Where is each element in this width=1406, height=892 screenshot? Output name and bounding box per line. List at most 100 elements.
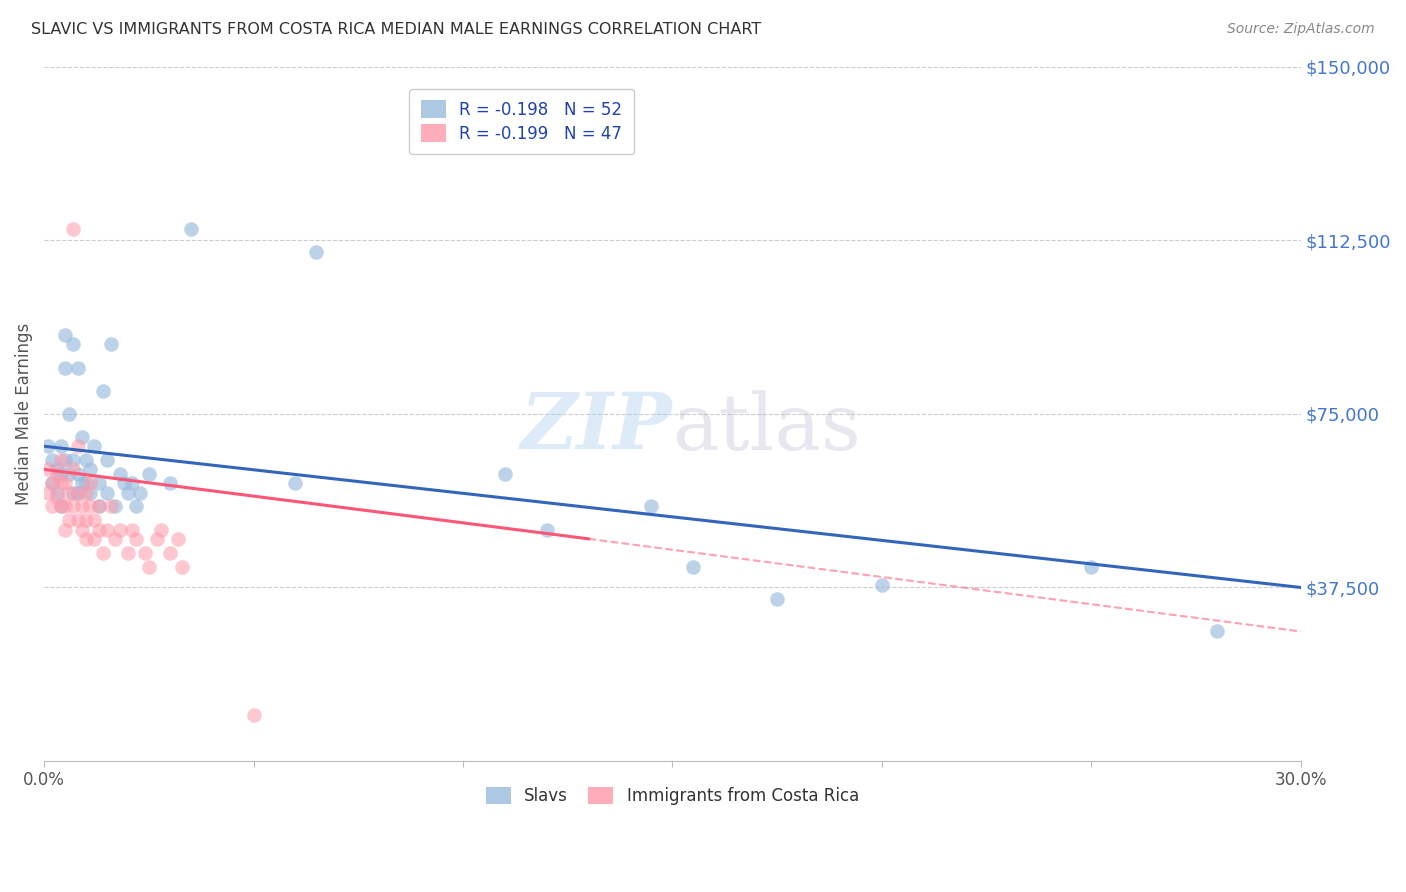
Point [62,485,84,500]
Legend: Slavs, Immigrants from Costa Rica: Slavs, Immigrants from Costa Rica [477,777,869,815]
Point [70,430,93,444]
Point [41,476,63,491]
Point [87,500,110,514]
Point [75,476,97,491]
Point [49,453,72,467]
Point [49,439,72,453]
Point [49,500,72,514]
Point [66,513,89,527]
Point [62,453,84,467]
Point [75,485,97,500]
Point [70,500,93,514]
Point [96,485,118,500]
Point [180,221,202,235]
Point [37,439,59,453]
Point [83,532,105,546]
Point [75,532,97,546]
Point [66,467,89,481]
Point [79,476,101,491]
Point [108,523,131,537]
Point [96,453,118,467]
Point [79,500,101,514]
Text: ZIP: ZIP [520,390,672,466]
Point [45,490,67,504]
Point [58,467,80,481]
Point [70,476,93,491]
Point [96,523,118,537]
Point [121,523,143,537]
Text: atlas: atlas [672,390,860,466]
Point [100,337,122,351]
Text: Source: ZipAtlas.com: Source: ZipAtlas.com [1227,22,1375,37]
Point [58,513,80,527]
Point [242,707,264,722]
Point [91,546,114,560]
Point [146,532,169,546]
Point [766,592,789,607]
Point [91,384,114,398]
Point [62,500,84,514]
Point [167,532,190,546]
Point [870,578,893,592]
Point [159,476,181,491]
Text: SLAVIC VS IMMIGRANTS FROM COSTA RICA MEDIAN MALE EARNINGS CORRELATION CHART: SLAVIC VS IMMIGRANTS FROM COSTA RICA MED… [31,22,761,37]
Point [125,532,148,546]
Point [117,546,139,560]
Point [62,462,84,476]
Point [79,462,101,476]
Point [108,467,131,481]
Point [70,523,93,537]
Point [112,476,135,491]
Point [134,546,156,560]
Point [53,523,76,537]
Point [138,559,160,574]
Y-axis label: Median Male Earnings: Median Male Earnings [15,323,32,505]
Point [121,476,143,491]
Point [66,485,89,500]
Point [104,532,127,546]
Point [87,500,110,514]
Point [100,500,122,514]
Point [45,462,67,476]
Point [53,476,76,491]
Point [87,523,110,537]
Point [62,221,84,235]
Point [53,500,76,514]
Point [45,485,67,500]
Point [49,500,72,514]
Point [172,559,194,574]
Point [640,500,662,514]
Point [536,523,558,537]
Point [284,476,307,491]
Point [305,244,328,259]
Point [58,485,80,500]
Point [58,407,80,421]
Point [138,467,160,481]
Point [150,523,173,537]
Point [83,513,105,527]
Point [49,467,72,481]
Point [66,439,89,453]
Point [49,476,72,491]
Point [1205,624,1227,639]
Point [53,360,76,375]
Point [87,476,110,491]
Point [66,360,89,375]
Point [41,500,63,514]
Point [682,559,704,574]
Point [66,485,89,500]
Point [125,500,148,514]
Point [53,328,76,343]
Point [75,453,97,467]
Point [1080,559,1102,574]
Point [45,467,67,481]
Point [75,513,97,527]
Point [41,476,63,491]
Point [37,462,59,476]
Point [53,453,76,467]
Point [62,337,84,351]
Point [37,485,59,500]
Point [159,546,181,560]
Point [79,485,101,500]
Point [117,485,139,500]
